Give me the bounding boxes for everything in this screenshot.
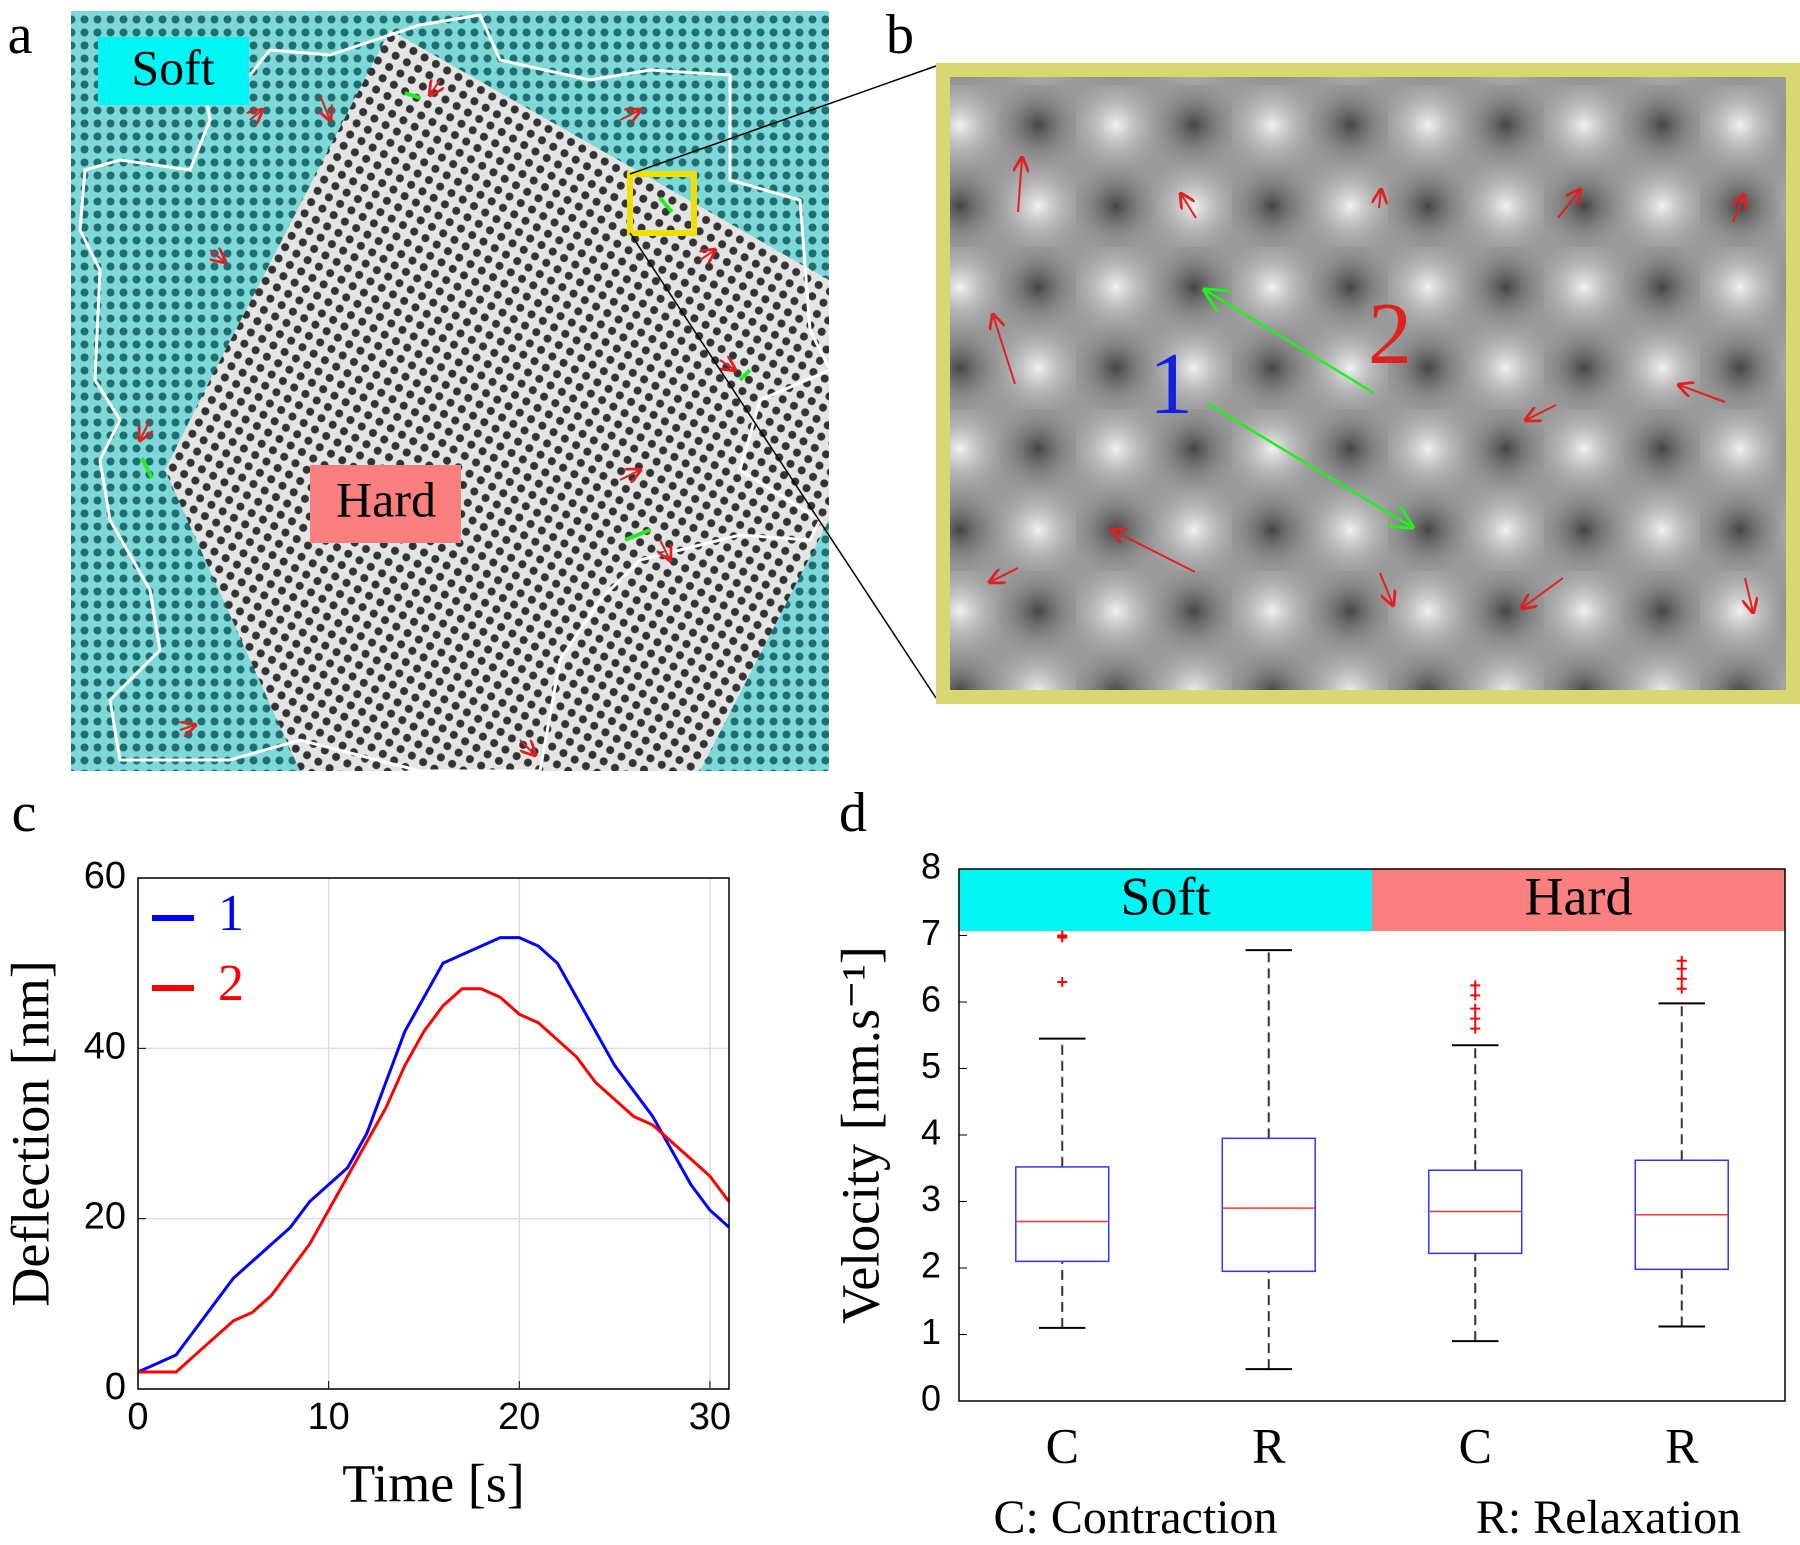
y-tick-label: 4 [921,1112,941,1153]
soft-label: Soft [131,39,214,95]
outlier [1470,1013,1481,1024]
outlier [1676,955,1687,966]
x-axis-label: Time [s] [342,1453,525,1513]
outlier [1057,977,1068,988]
x-tick-label: C [1046,1417,1079,1473]
outlier [1057,930,1068,941]
box [1015,1166,1110,1263]
outlier [1676,983,1687,994]
x-tick-label: 30 [689,1396,731,1438]
x-tick-label: R [1665,1417,1699,1473]
y-tick-label: 6 [921,979,941,1020]
group-label: Hard [1525,866,1633,926]
legend-label: 1 [218,885,244,942]
y-axis-label: Velocity [nm.s⁻¹] [830,946,890,1324]
point-2-label: 2 [1368,286,1412,383]
panel-label: c [12,782,37,844]
group-label: Soft [1120,866,1210,926]
outlier [1676,973,1687,984]
y-tick-label: 5 [921,1045,941,1086]
group-band [1372,869,1785,931]
y-tick-label: 2 [921,1245,941,1286]
outlier [1470,1023,1481,1034]
outlier [1470,1003,1481,1014]
y-tick-label: 40 [84,1025,126,1067]
group-band [959,869,1372,931]
panel-label: b [886,4,914,66]
y-tick-label: 60 [84,855,126,897]
footnote: C: Contraction [994,1491,1278,1544]
legend-label: 2 [218,955,244,1012]
y-axis-label: Deflection [nm] [0,960,60,1306]
x-tick-label: 0 [127,1396,148,1438]
micrograph-b [936,63,1800,704]
panel-label: a [8,4,33,66]
panel-label: d [839,782,867,844]
point-1-label: 1 [1149,336,1193,433]
y-tick-label: 3 [921,1178,941,1219]
data-line [137,936,730,1374]
outlier [1470,990,1481,1001]
x-tick-label: 20 [498,1396,540,1438]
hard-label-box [310,465,461,543]
y-tick-label: 8 [921,846,941,887]
x-tick-label: 10 [308,1396,350,1438]
box [1221,1137,1316,1273]
x-tick-label: R [1252,1417,1286,1473]
y-tick-label: 20 [84,1196,126,1238]
y-tick-label: 0 [105,1366,126,1408]
y-tick-label: 1 [921,1311,941,1352]
footnote: R: Relaxation [1476,1491,1741,1544]
x-tick-label: C [1459,1417,1492,1473]
micrograph-a [71,11,829,771]
outlier [1470,980,1481,991]
y-tick-label: 7 [921,912,941,953]
plot-frame [958,868,1786,1402]
y-tick-label: 0 [921,1378,941,1419]
plot-frame [137,877,730,1390]
data-line [138,987,731,1374]
soft-label-box [98,37,249,105]
hard-label: Hard [336,471,436,527]
